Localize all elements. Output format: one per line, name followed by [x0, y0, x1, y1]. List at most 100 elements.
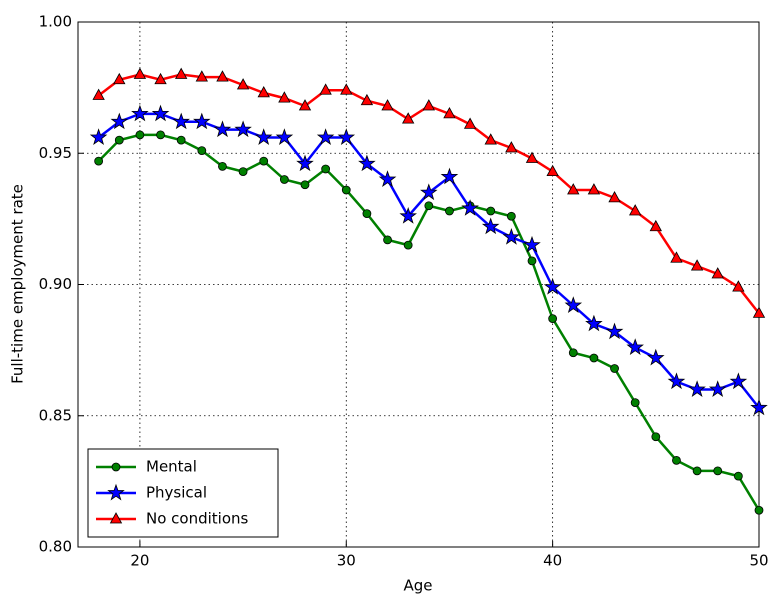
marker [278, 91, 291, 103]
marker [647, 348, 665, 366]
marker [340, 83, 353, 95]
marker [172, 112, 190, 130]
marker [711, 267, 724, 279]
marker [502, 227, 521, 245]
legend-label: Physical [146, 484, 207, 502]
marker [381, 99, 394, 111]
marker [568, 348, 578, 358]
marker [154, 72, 167, 85]
legend-label: Mental [146, 458, 197, 476]
marker [279, 175, 289, 184]
marker [234, 120, 252, 138]
marker [135, 130, 145, 140]
marker [692, 466, 702, 476]
x-tick-label: 30 [337, 552, 356, 570]
marker [175, 67, 188, 79]
x-tick-label: 20 [130, 552, 149, 570]
marker [94, 156, 104, 166]
marker [92, 88, 105, 100]
marker [337, 128, 356, 145]
y-tick-label: 0.85 [39, 406, 72, 424]
marker [713, 466, 723, 476]
marker [114, 135, 124, 145]
marker [732, 280, 745, 292]
marker [422, 99, 435, 111]
marker [585, 314, 603, 332]
marker [649, 219, 662, 232]
y-axis-label: Full-time employment rate [9, 184, 27, 384]
marker [197, 146, 207, 156]
marker [378, 170, 397, 187]
marker [254, 128, 273, 145]
marker [259, 156, 269, 166]
marker [296, 154, 314, 172]
marker [486, 206, 496, 216]
marker [567, 183, 580, 195]
marker [672, 455, 681, 465]
marker [440, 167, 459, 185]
marker [589, 353, 599, 363]
marker [298, 99, 312, 111]
marker [445, 206, 454, 216]
marker [690, 259, 704, 271]
marker [506, 211, 516, 221]
x-tick-label: 40 [543, 552, 562, 570]
marker [193, 112, 211, 130]
x-axis-label: Age [403, 577, 432, 595]
marker [156, 130, 165, 140]
marker [443, 107, 456, 119]
marker [399, 206, 417, 224]
x-tick-label: 50 [749, 552, 768, 570]
legend-marker [111, 462, 121, 472]
marker [461, 199, 479, 216]
marker [341, 185, 351, 195]
marker [651, 432, 661, 442]
marker [176, 135, 186, 145]
marker [626, 338, 644, 355]
y-tick-label: 0.95 [39, 144, 72, 162]
marker [360, 93, 374, 106]
marker [605, 322, 624, 340]
plot-frame [77, 21, 760, 548]
marker [236, 78, 250, 90]
marker [238, 167, 248, 177]
marker [362, 209, 372, 219]
marker [402, 112, 415, 124]
marker [218, 161, 227, 171]
marker [688, 380, 706, 397]
marker [463, 117, 477, 129]
marker [548, 314, 558, 324]
marker [525, 151, 539, 163]
marker [481, 217, 500, 235]
marker [131, 104, 149, 122]
marker [523, 235, 541, 253]
y-tick-label: 0.90 [39, 275, 72, 293]
marker [151, 104, 170, 122]
marker [275, 128, 294, 145]
legend-marker [109, 512, 123, 524]
marker [729, 372, 748, 390]
marker [424, 201, 434, 211]
marker [316, 128, 335, 145]
marker [527, 256, 537, 266]
marker [257, 86, 270, 98]
marker [629, 204, 642, 216]
y-tick-label: 1.00 [39, 13, 72, 31]
marker [670, 251, 683, 263]
marker [546, 164, 559, 177]
marker [505, 141, 518, 153]
marker [484, 133, 497, 145]
marker [564, 296, 583, 313]
legend-label: No conditions [146, 510, 249, 528]
marker [110, 112, 129, 130]
marker [113, 72, 126, 85]
marker [89, 128, 108, 145]
marker [752, 306, 766, 318]
marker [133, 67, 147, 79]
marker [754, 505, 764, 515]
marker [667, 372, 686, 390]
marker [213, 120, 232, 138]
marker [420, 183, 438, 201]
marker [587, 183, 601, 195]
